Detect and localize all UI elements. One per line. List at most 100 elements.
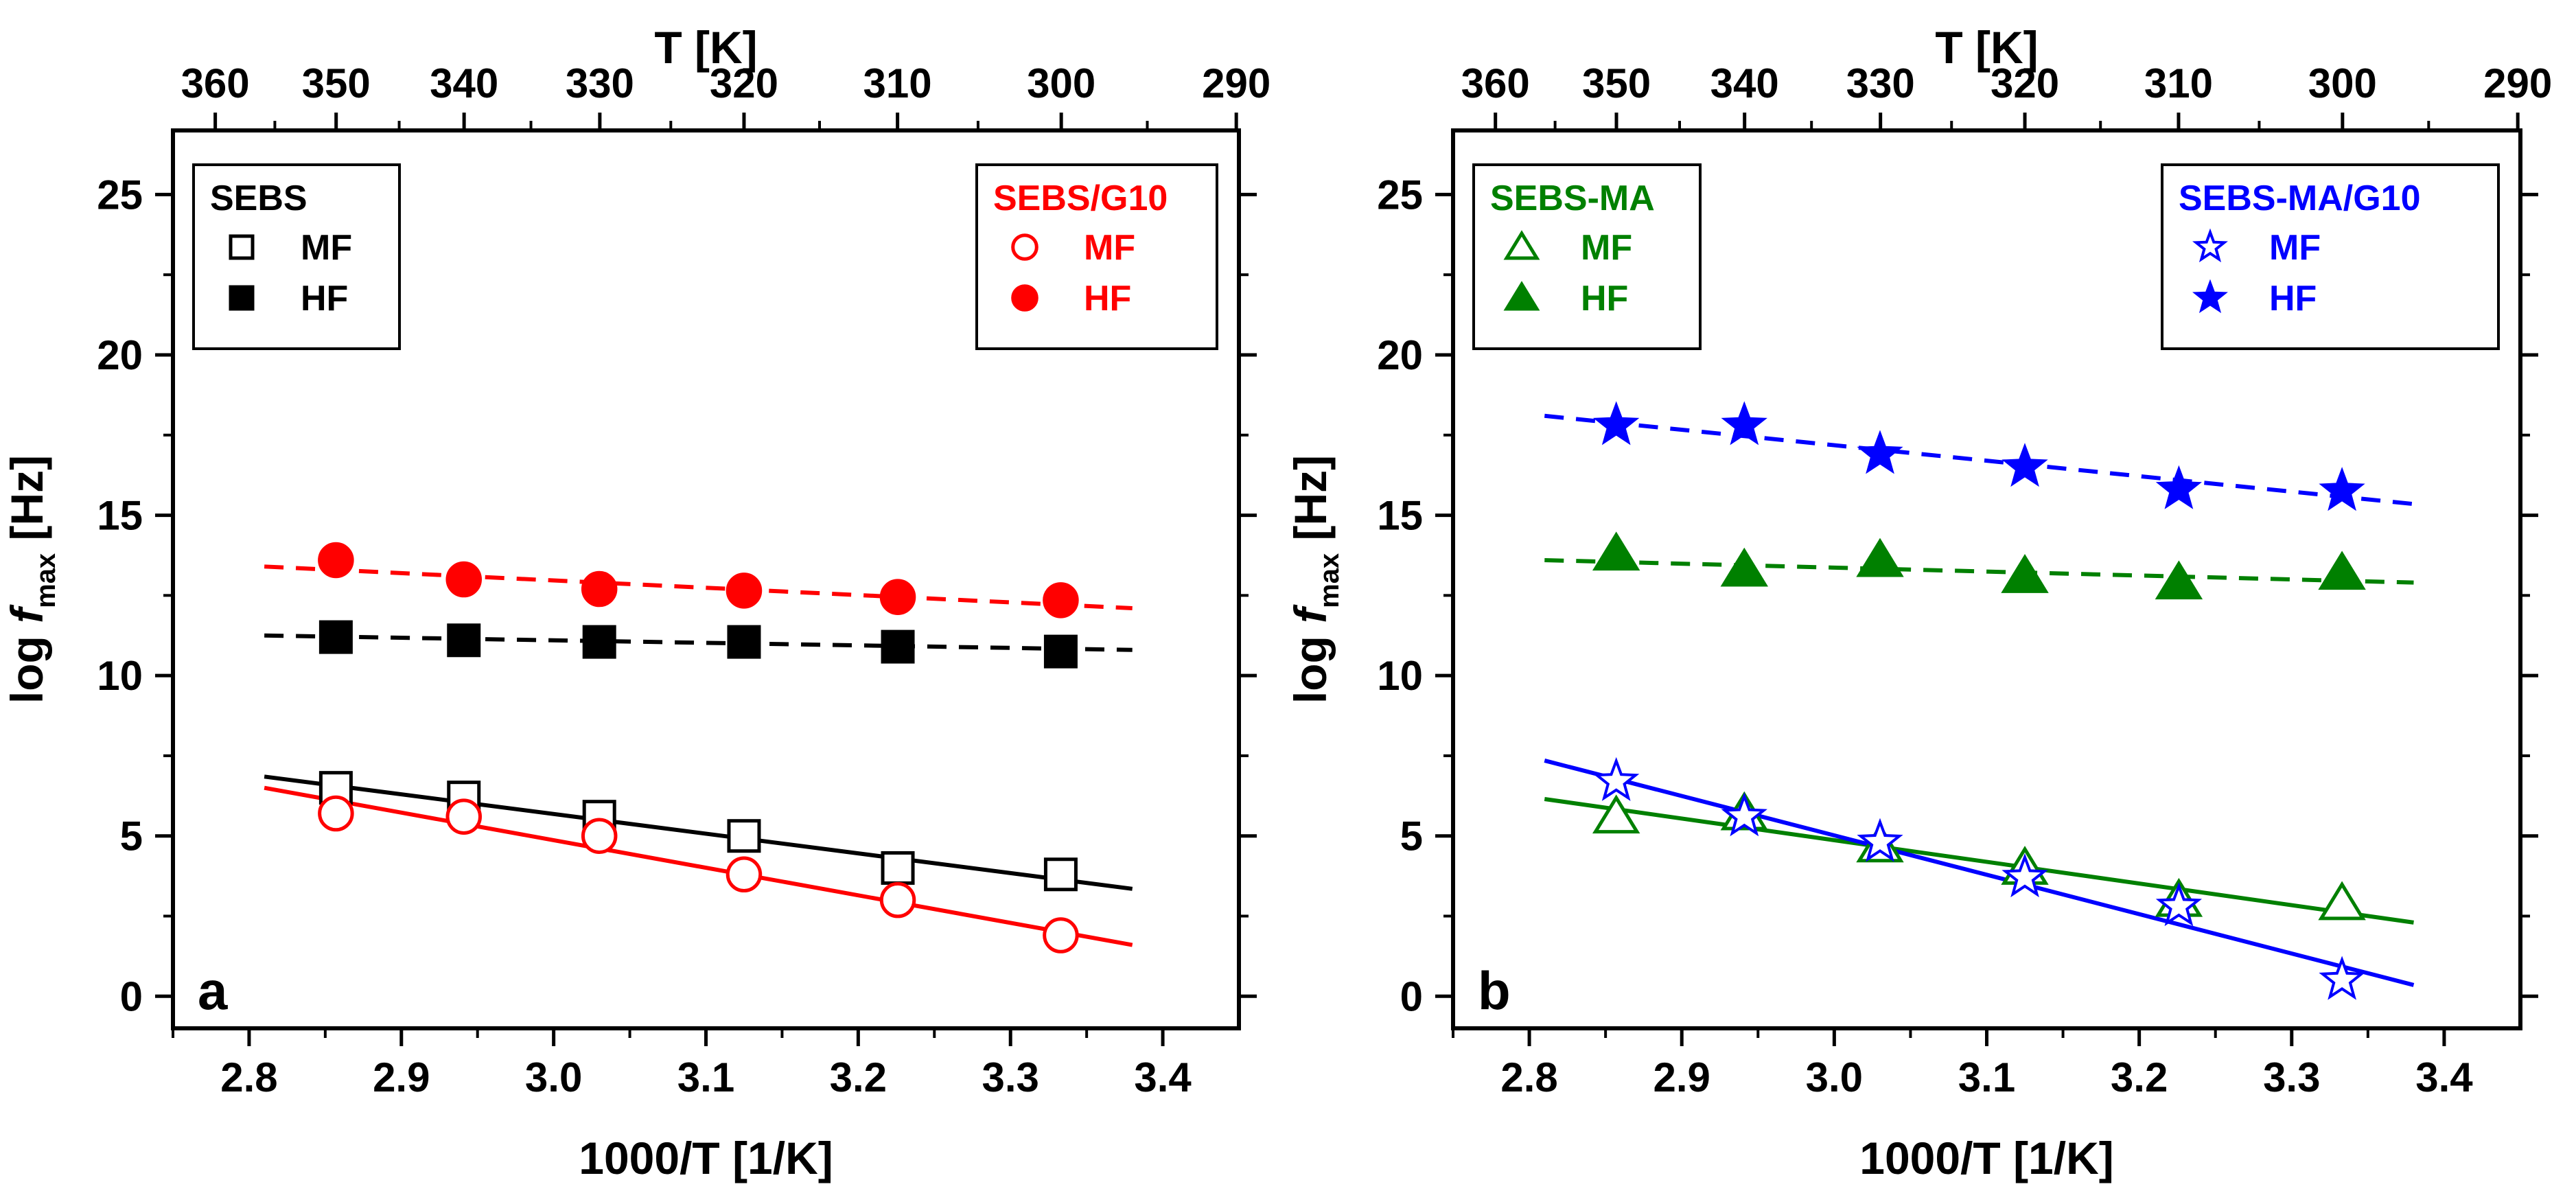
panel-a-data-point [445,798,483,835]
panel-b-top-tick-label: 290 [2483,60,2552,106]
panel-b-x-tick-label: 3.2 [2111,1054,2168,1100]
panel-a-data-point [727,819,761,853]
panel-a-y-title-suffix: [Hz] [1,455,52,553]
panel-b-data-point [1857,430,1903,474]
panel-b-data-point [1721,401,1767,446]
panel-a-data-point [447,623,481,658]
panel-b-top-tick-label: 350 [1582,60,1651,106]
panel-b-data-point [1857,818,1903,862]
panel-b-legend-marker [2192,228,2228,263]
panel-b-legend-entry-label: MF [2269,228,2321,268]
panel-a-y-tick-label: 0 [120,973,143,1019]
panel-b-top-axis-title: T [K] [1935,22,2038,73]
panel-a-data-point [581,818,618,854]
panel-b-legend-marker [2192,279,2228,314]
panel-b-data-point [1721,792,1767,837]
panel-b-x-tick-label: 3.3 [2263,1054,2320,1100]
panel-a-data-point [879,881,916,918]
panel-a-x-tick-label: 2.9 [373,1054,430,1100]
panel-b-data-point [2001,443,2048,487]
panel-a-data-point [727,625,761,659]
panel-a-legend-title: SEBS/G10 [993,178,1168,218]
panel-a-fit-line [264,564,1133,611]
panel-a-data-point [445,561,483,598]
panel-b-top-tick-label: 340 [1710,60,1779,106]
panel-b-x-tick-label: 3.4 [2415,1054,2473,1100]
panel-b-data-point [2318,881,2366,921]
panel-a-top-tick-label: 300 [1027,60,1095,106]
panel-b-legend-marker [1503,230,1540,260]
panel-a-legend-marker [229,285,255,311]
panel-a-data-point [318,620,353,654]
panel-a-y-tick-label: 25 [97,172,143,218]
panel-a-data-point [318,795,354,832]
panel-b-fit-line [1544,797,2414,925]
panel-b-fit-line [1544,759,2415,987]
panel-b-top-tick-label: 310 [2144,60,2213,106]
panel-b-y-tick-label: 0 [1400,973,1423,1019]
panel-a-top-tick-label: 340 [430,60,498,106]
panel-a-fit-line [264,633,1133,652]
panel-a-legend-entry-label: MF [1084,228,1135,268]
panel-a-panel-label: a [198,960,228,1021]
panel-a-x-tick-label: 2.8 [220,1054,277,1100]
panel-b-legend-entry-label: HF [2269,279,2317,319]
panel-a-y-tick-label: 10 [97,653,143,699]
panel-a-x-axis-title: 1000/T [1/K] [579,1133,833,1183]
panel-a-top-axis-title: T [K] [654,22,757,73]
panel-b-x-tick-label: 3.1 [1958,1054,2015,1100]
panel-a-top-tick-label: 290 [1202,60,1270,106]
panel-a-legend-title: SEBS [210,178,308,218]
panel-a-y-tick-label: 15 [97,493,143,539]
panel-a-x-tick-label: 3.1 [677,1054,734,1100]
panel-b-fit-line [1544,557,2414,585]
panel-a-top-tick-label: 320 [710,60,778,106]
panel-a-legend-marker [1011,233,1038,261]
panel-b-panel-label: b [1478,960,1511,1021]
panel-a-data-point [1043,634,1078,669]
panel-a: 2.8 2.9 3.0 3.1 3.2 3.3 3.4 360 350 340 330 320 310 3… [1,22,1270,1183]
panel-b-data-point [2001,853,2048,898]
panel-b-data-point [2155,882,2203,927]
panel-b-legend-marker [1503,281,1540,311]
panel-a-top-tick-label: 350 [302,60,371,106]
panel-b-x-tick-label: 2.9 [1653,1054,1710,1100]
panel-b-data-point [2155,465,2202,509]
panel-a-y-title-prefix: log [1,623,52,704]
panel-a-fit-line [264,774,1133,891]
panel-b-y-axis-title: log fmax [Hz] [1285,455,1345,704]
panel-a-data-point [879,579,916,615]
panel-b-data-point [1592,794,1640,834]
panel-a-y-axis-title: log fmax [Hz] [1,455,61,704]
panel-b-y-title-sub: max [1314,553,1345,608]
panel-b-legend-title: SEBS-MA [1490,178,1655,218]
panel-a-data-point [318,542,354,579]
panel-a-legend-marker [229,234,255,260]
panel-b-legend-title: SEBS-MA/G10 [2179,178,2421,218]
panel-b: 2.8 2.9 3.0 3.1 3.2 3.3 3.4 360 350 340 330 320 310 3… [1285,22,2552,1183]
panel-b-fit-line [1544,413,2414,507]
panel-a-data-point [881,851,915,885]
panel-a-top-tick-label: 330 [566,60,634,106]
panel-b-top-tick-label: 360 [1461,60,1530,106]
panel-a-top-tick-label: 310 [863,60,932,106]
panel-a-y-title-sub: max [31,553,61,608]
panel-b-x-tick-label: 2.8 [1500,1054,1557,1100]
panel-b-y-tick-label: 15 [1377,493,1423,539]
panel-a-y-tick-label: 5 [120,813,143,859]
panel-a-data-point [582,625,616,659]
panel-a-legend-marker [1011,284,1038,312]
panel-b-data-point [2001,554,2049,593]
panel-a-x-tick-label: 3.2 [830,1054,887,1100]
panel-a-legend-entry-label: HF [1084,279,1131,319]
panel-a-legend-entry-label: MF [301,228,352,268]
panel-b-data-point [1592,531,1640,571]
panel-b-y-title-suffix: [Hz] [1285,455,1336,553]
panel-b-data-point [2319,467,2365,511]
panel-a-x-tick-label: 3.0 [525,1054,582,1100]
panel-b-data-point [2319,956,2365,1000]
panel-b-y-tick-label: 5 [1400,813,1423,859]
panel-b-data-point [1856,538,1904,577]
panel-b-data-point [1592,401,1640,446]
